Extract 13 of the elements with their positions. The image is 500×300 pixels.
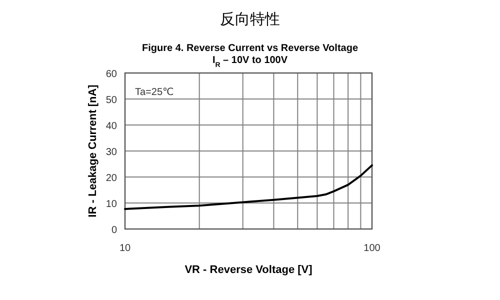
y-tick-label: 40 bbox=[106, 121, 118, 132]
annotation: Ta=25℃ bbox=[135, 87, 174, 98]
y-axis-title: IR - Leakage Current [nA] bbox=[87, 84, 99, 218]
y-tick-label: 0 bbox=[111, 225, 118, 236]
x-axis-title: VR - Reverse Voltage [V] bbox=[184, 264, 313, 276]
y-tick-label: 10 bbox=[106, 199, 118, 210]
y-tick-label: 30 bbox=[106, 147, 118, 158]
y-tick-label: 50 bbox=[106, 95, 118, 106]
chart-subtitle: Figure 4. Reverse Current vs Reverse Voltage I$_{R}$ – 10V to 100V bbox=[142, 43, 358, 68]
x-tick-label: 100 bbox=[364, 243, 381, 254]
y-tick-label: 60 bbox=[106, 69, 118, 80]
chart-title: 反向特性 bbox=[220, 11, 280, 28]
y-tick-label: 20 bbox=[106, 173, 118, 184]
